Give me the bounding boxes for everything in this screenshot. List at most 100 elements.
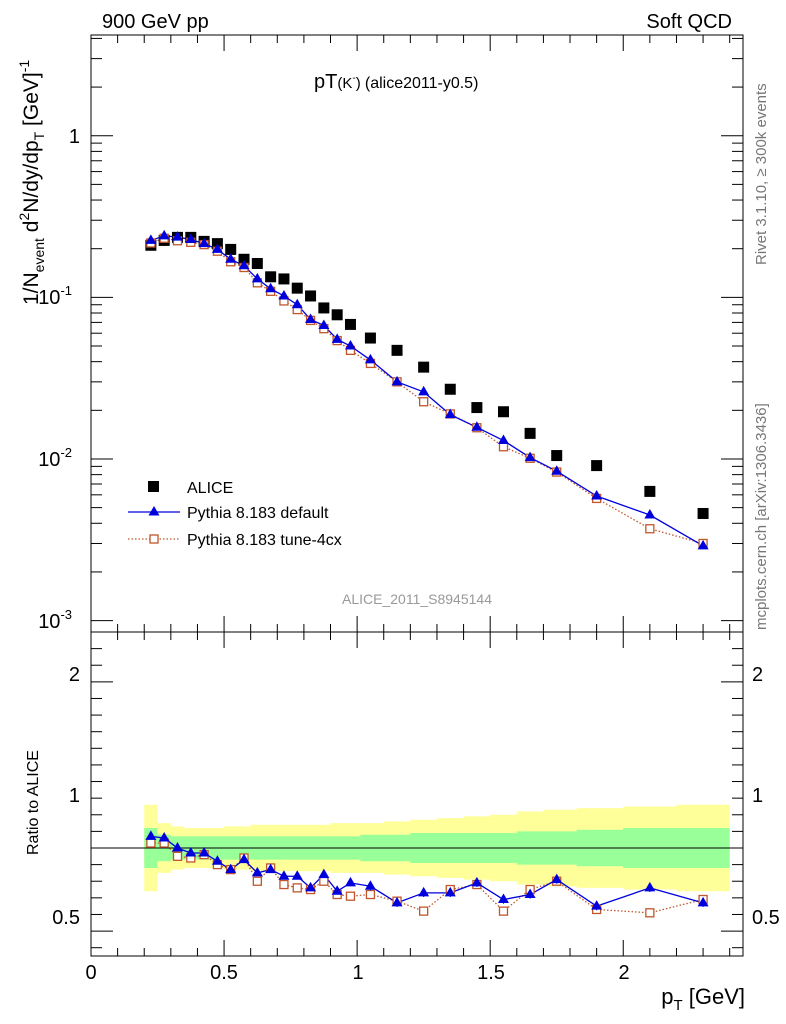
data-point-default	[198, 237, 210, 248]
data-point-default	[644, 509, 656, 519]
data-point-default	[344, 340, 356, 350]
data-point-alice	[251, 257, 263, 269]
data-point-default	[158, 229, 170, 240]
data-point-alice	[444, 383, 456, 395]
ytick-1: 1	[69, 126, 80, 148]
ratio-point-default	[551, 873, 563, 884]
ratio-point-tune4cx	[345, 891, 356, 901]
ratio-point-tune4cx	[252, 876, 262, 886]
data-point-alice	[364, 332, 376, 344]
ratio-point-default	[238, 853, 250, 864]
ratio-point-default	[158, 832, 170, 842]
ratio-point-default	[391, 896, 403, 907]
series-line-tune4cx	[150, 237, 704, 545]
ratio-point-default	[278, 870, 290, 880]
data-point-default	[524, 451, 536, 462]
ratio-axis-ticks	[90, 631, 743, 956]
ratio-plot-area	[91, 804, 743, 918]
rivet-label: Rivet 3.1.10, ≥ 300k events	[753, 83, 770, 265]
data-point-default	[185, 233, 197, 244]
data-point-alice	[331, 309, 343, 321]
ratio-point-default	[171, 842, 183, 852]
analysis-watermark: ALICE_2011_S8945144	[342, 591, 492, 607]
ratio-point-default	[305, 881, 317, 892]
main-panel: pT(K-) (alice2011-y0.5) 1 10-1 10-2 10-3…	[16, 34, 744, 633]
legend-label-alice: ALICE	[187, 480, 233, 497]
data-point-tune4cx	[645, 524, 655, 534]
data-point-alice	[305, 290, 317, 302]
main-plot-area	[145, 229, 709, 550]
header-right: Soft QCD	[646, 11, 732, 33]
data-point-alice	[591, 460, 603, 472]
ratio-frame	[90, 631, 744, 957]
ratio-point-default	[418, 886, 430, 897]
data-point-default	[331, 333, 343, 343]
ratio-ytick-2: 2	[69, 664, 80, 686]
data-point-default	[444, 408, 456, 419]
data-point-alice	[318, 302, 330, 314]
data-point-default	[471, 421, 483, 431]
top-axis-ticks	[90, 35, 743, 632]
data-point-default	[145, 234, 157, 244]
xtick-0: 0	[85, 962, 96, 984]
legend-marker-default	[148, 506, 160, 516]
data-point-alice	[391, 344, 403, 356]
series-line-default	[150, 235, 704, 547]
ratio-ytick-right-0.5: 0.5	[752, 907, 780, 929]
ytick-0.1: 10-1	[38, 283, 72, 309]
xtick-2: 2	[618, 962, 629, 984]
data-point-tune4cx	[419, 397, 429, 407]
ratio-ytick-right-2: 2	[752, 664, 763, 686]
data-point-alice	[344, 318, 356, 330]
ratio-point-tune4cx	[645, 908, 655, 918]
ratio-point-default	[364, 880, 376, 890]
ratio-ytick-0.5: 0.5	[52, 907, 80, 929]
y-axis-label: 1/Nevent d2N/dy/dpT [GeV]-1	[16, 60, 47, 305]
ratio-point-default	[344, 876, 356, 887]
data-point-alice	[291, 282, 303, 294]
data-point-default	[291, 298, 303, 309]
ratio-ytick-right-1: 1	[752, 785, 763, 807]
ratio-point-default	[318, 868, 330, 879]
data-point-default	[497, 434, 509, 445]
data-point-alice	[497, 406, 509, 418]
ratio-point-default	[185, 846, 197, 857]
data-point-default	[591, 490, 603, 500]
data-point-default	[238, 259, 250, 270]
ratio-ytick-1: 1	[69, 785, 80, 807]
legend-label-tune4cx: Pythia 8.183 tune-4cx	[187, 532, 342, 549]
data-point-default	[265, 282, 277, 293]
data-point-alice	[524, 427, 536, 439]
legend-label-default: Pythia 8.183 default	[187, 505, 329, 522]
ratio-point-tune4cx	[498, 906, 509, 916]
ratio-point-tune4cx	[172, 851, 183, 861]
data-point-alice	[471, 402, 483, 414]
ytick-0.001: 10-3	[38, 607, 72, 633]
data-point-alice	[418, 361, 430, 373]
data-point-default	[551, 465, 563, 475]
data-point-default	[251, 272, 263, 283]
ratio-point-default	[497, 893, 509, 904]
ratio-point-default	[591, 900, 603, 910]
ratio-y-axis-label: Ratio to ALICE	[25, 750, 42, 855]
ratio-point-default	[291, 870, 303, 880]
legend-marker-alice	[148, 481, 159, 492]
ratio-point-tune4cx	[319, 876, 329, 886]
ratio-point-default	[444, 886, 456, 897]
data-point-default	[278, 289, 290, 300]
xtick-1.5: 1.5	[477, 962, 505, 984]
ratio-point-tune4cx	[365, 889, 376, 900]
ratio-point-default	[198, 846, 210, 857]
ratio-point-default	[471, 876, 483, 887]
data-point-alice	[225, 243, 237, 255]
ratio-panel: 0.5 1 2 0.5 1 2 Ratio to ALICE 0 0.5 1 1…	[25, 631, 780, 1014]
data-point-alice	[265, 271, 277, 283]
source-label: mcplots.cern.ch [arXiv:1306.3436]	[753, 403, 770, 630]
ratio-point-default	[265, 863, 277, 874]
xtick-0.5: 0.5	[210, 962, 238, 984]
xtick-1: 1	[352, 962, 363, 984]
plot-title: pT(K-) (alice2011-y0.5)	[314, 71, 478, 93]
data-point-default	[697, 539, 709, 550]
ratio-point-tune4cx	[146, 838, 156, 848]
